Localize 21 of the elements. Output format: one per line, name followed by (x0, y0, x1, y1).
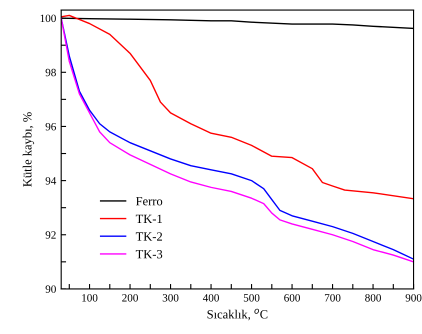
x-tick-label: 800 (365, 294, 381, 302)
x-tick-label: 300 (162, 294, 178, 302)
legend-label: Ferro (136, 197, 162, 206)
x-tick-label: 600 (284, 294, 300, 302)
y-axis-title: Kütle kaybı, % (22, 112, 34, 187)
y-tick-label: 96 (46, 122, 56, 130)
x-tick-label: 100 (82, 294, 98, 302)
y-tick-label: 92 (46, 231, 56, 239)
x-tick-label: 900 (406, 294, 422, 302)
y-tick-label: 94 (46, 177, 56, 185)
x-tick-label: 500 (244, 294, 260, 302)
x-tick-label: 400 (202, 294, 219, 302)
legend-label: TK-3 (136, 250, 162, 258)
legend-label: TK-1 (136, 214, 162, 223)
x-tick-label: 200 (122, 294, 138, 302)
y-tick-label: 90 (46, 285, 56, 293)
y-tick-label: 98 (46, 68, 56, 76)
y-tick-label: 100 (40, 14, 56, 22)
legend-label: TK-2 (136, 232, 162, 241)
x-tick-label: 700 (324, 294, 340, 302)
x-axis-title: Sıcaklık, $^{o}$C (208, 308, 268, 320)
